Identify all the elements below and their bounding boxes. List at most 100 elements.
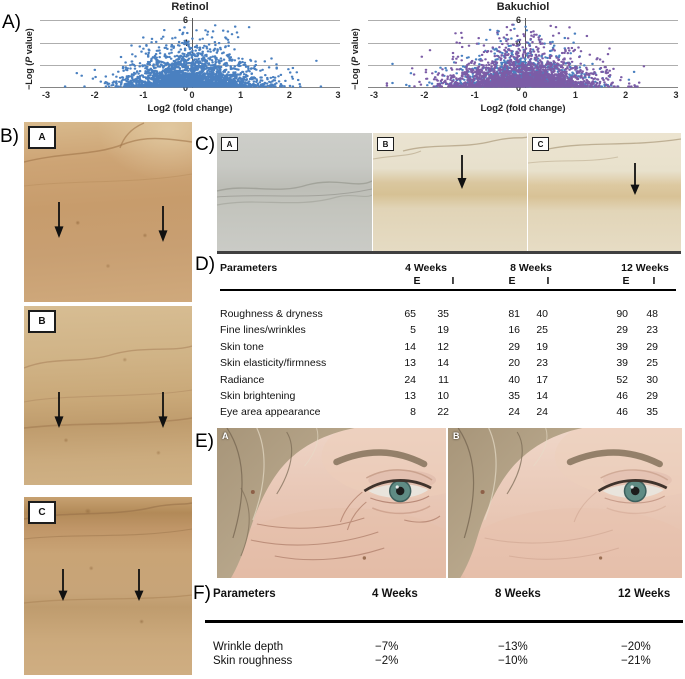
table-row: Fine lines/wrinkles 5 19 16 25 29 23 <box>220 324 676 337</box>
column-header-12-weeks: 12 Weeks <box>621 262 669 274</box>
histology-image-c3: C <box>528 133 681 251</box>
column-header-parameters: Parameters <box>213 588 276 600</box>
cell-value: 24 <box>508 406 520 418</box>
panel-e-label: E) <box>195 431 214 452</box>
cell-value: 48 <box>646 308 658 320</box>
chart-title: Retinol <box>171 1 209 13</box>
cell-value: 29 <box>508 341 520 353</box>
x-axis-label: Log2 (fold change) <box>480 103 566 114</box>
parameter-label: Wrinkle depth <box>213 641 284 653</box>
down-arrow-icon <box>58 569 68 601</box>
histology-image-c2: B <box>373 133 527 251</box>
cell-value: 35 <box>508 390 520 402</box>
column-header-4-weeks: 4 Weeks <box>405 262 447 274</box>
cell-value: 20 <box>508 357 520 369</box>
cell-value: 90 <box>616 308 628 320</box>
cell-value: −13% <box>498 641 528 653</box>
parameter-label: Fine lines/wrinkles <box>220 324 306 336</box>
subheader-i: I <box>546 275 550 287</box>
histology-image-b1: A <box>24 122 192 302</box>
cell-value: 25 <box>646 357 658 369</box>
cell-value: 16 <box>508 324 520 336</box>
down-arrow-icon <box>457 155 467 189</box>
cell-value: −7% <box>375 641 399 653</box>
subheader-i: I <box>652 275 656 287</box>
cell-value: 35 <box>437 308 449 320</box>
column-header-8-weeks: 8 Weeks <box>495 588 541 600</box>
parameter-label: Roughness & dryness <box>220 308 323 320</box>
cell-value: 8 <box>410 406 416 418</box>
panel-c-label: C) <box>195 134 216 155</box>
histology-image-b2: B <box>24 306 192 485</box>
x-axis-label: Log2 (fold change) <box>147 103 233 114</box>
cell-value: 35 <box>646 406 658 418</box>
table-row: Eye area appearance 8 22 24 24 46 35 <box>220 406 676 419</box>
cell-value: −21% <box>621 655 651 667</box>
down-arrow-icon <box>54 202 64 238</box>
histology-image-b3: C <box>24 497 192 675</box>
column-header-parameters: Parameters <box>220 262 278 274</box>
cell-value: 11 <box>438 374 449 386</box>
cell-value: −2% <box>375 655 399 667</box>
down-arrow-icon <box>158 392 168 428</box>
cell-value: 39 <box>616 357 628 369</box>
image-tag: A <box>28 126 56 149</box>
down-arrow-icon <box>134 569 144 601</box>
down-arrow-icon <box>630 163 640 195</box>
face-photo-before: A <box>217 428 446 578</box>
image-tag: B <box>377 137 394 151</box>
cell-value: 19 <box>536 341 548 353</box>
image-tag: C <box>532 137 549 151</box>
cell-value: 13 <box>404 390 416 402</box>
cell-value: 25 <box>536 324 548 336</box>
parameter-label: Radiance <box>220 374 265 386</box>
cell-value: 65 <box>404 308 416 320</box>
cell-value: 40 <box>508 374 520 386</box>
parameter-label: Skin elasticity/firmness <box>220 357 327 369</box>
cell-value: 14 <box>536 390 548 402</box>
image-tag: A <box>221 137 238 151</box>
down-arrow-icon <box>54 392 64 428</box>
y-axis-label: −Log (P value) <box>24 28 34 90</box>
column-header-8-weeks: 8 Weeks <box>510 262 552 274</box>
cell-value: 22 <box>437 406 449 418</box>
down-arrow-icon <box>158 206 168 242</box>
table-clinical-grading: Parameters 4 Weeks 8 Weeks 12 Weeks E I … <box>220 258 676 423</box>
image-tag: C <box>28 501 56 524</box>
plot-area: 0 2 4 6 -3 -2 -1 0 1 2 3 <box>368 15 679 100</box>
cell-value: 30 <box>646 374 658 386</box>
image-tag: B <box>28 310 56 333</box>
cell-value: −20% <box>621 641 651 653</box>
y-axis-label: −Log (P value) <box>350 28 360 90</box>
cell-value: 12 <box>437 341 449 353</box>
parameter-label: Skin brightening <box>220 390 296 402</box>
parameter-label: Skin tone <box>220 341 264 353</box>
cell-value: 14 <box>404 341 416 353</box>
cell-value: 24 <box>536 406 548 418</box>
cell-value: 29 <box>646 341 658 353</box>
cell-value: 13 <box>404 357 416 369</box>
chart-title: Bakuchiol <box>496 1 550 13</box>
header-rule <box>220 289 676 291</box>
table-row: Skin elasticity/firmness 13 14 20 23 39 … <box>220 357 676 370</box>
cell-value: 14 <box>437 357 449 369</box>
table-row: Skin tone 14 12 29 19 39 29 <box>220 341 676 354</box>
subheader-e: E <box>508 275 516 287</box>
panel-a-label: A) <box>2 12 21 33</box>
column-header-12-weeks: 12 Weeks <box>618 588 671 600</box>
cell-value: 29 <box>616 324 628 336</box>
plot-area: 0 2 4 6 -3 -2 -1 0 1 2 3 <box>40 15 341 100</box>
cell-value: 10 <box>437 390 449 402</box>
cell-value: 40 <box>536 308 548 320</box>
cell-value: 46 <box>616 406 628 418</box>
panel-b-label: B) <box>0 126 19 147</box>
image-tag: A <box>222 431 229 441</box>
cell-value: 39 <box>616 341 628 353</box>
panel-d-label: D) <box>195 254 216 275</box>
subheader-e: E <box>413 275 421 287</box>
face-photo-after: B <box>448 428 682 578</box>
table-row: Skin brightening 13 10 35 14 46 29 <box>220 390 676 403</box>
table-wrinkle-change: Parameters 4 Weeks 8 Weeks 12 Weeks Wrin… <box>205 586 683 678</box>
histology-image-c1: A <box>217 133 372 251</box>
cell-value: 23 <box>536 357 548 369</box>
